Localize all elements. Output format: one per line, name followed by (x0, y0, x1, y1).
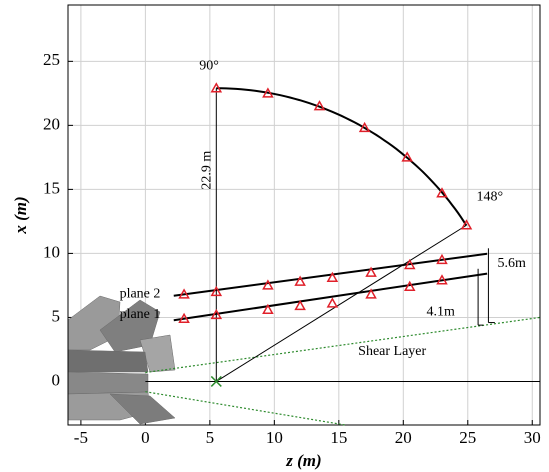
microphone-marker (403, 280, 416, 291)
x-tick-label: 30 (524, 428, 541, 447)
plane-line (173, 272, 488, 322)
x-tick-label: 5 (206, 428, 215, 447)
microphone-marker (294, 299, 306, 311)
microphone-marker (403, 258, 416, 270)
microphone-marker (326, 271, 339, 282)
microphone-marker (210, 82, 223, 93)
microphone-marker (178, 312, 190, 323)
microphone-marker (365, 288, 377, 299)
radius-line (216, 224, 467, 382)
y-tick-label: 25 (43, 50, 60, 69)
annotation: 4.1m (427, 305, 456, 320)
microphone-marker (326, 297, 339, 308)
x-tick-label: 20 (395, 428, 412, 447)
microphone-marker (436, 253, 448, 265)
microphone-marker (178, 288, 190, 299)
x-tick-label: -5 (74, 428, 88, 447)
microphone-marker (365, 266, 377, 277)
microphone-marker (313, 100, 326, 111)
x-tick-label: 10 (266, 428, 283, 447)
microphone-marker (436, 187, 448, 198)
plot-frame (67, 4, 541, 426)
microphone-marker (262, 279, 274, 290)
plane-line (173, 252, 488, 297)
x-tick-label: 25 (459, 428, 476, 447)
microphone-marker (436, 274, 448, 285)
microphone-marker (460, 219, 473, 230)
microphone-marker (210, 308, 223, 320)
y-tick-label: 20 (43, 114, 60, 133)
shear-layer (145, 316, 541, 374)
series-label: plane 2 (120, 287, 161, 302)
annotation: 5.6m (497, 256, 526, 271)
shear-layer (145, 391, 346, 426)
annotation: Shear Layer (358, 344, 426, 359)
source-marker (210, 375, 222, 387)
annotation: 90° (199, 58, 219, 73)
microphone-marker (262, 303, 274, 315)
x-tick-label: 0 (141, 428, 150, 447)
microphone-marker (210, 285, 223, 297)
microphone-marker (401, 151, 413, 162)
y-tick-label: 10 (43, 242, 60, 261)
y-tick-label: 0 (52, 370, 61, 389)
annotation: 148° (476, 189, 503, 204)
x-tick-label: 15 (330, 428, 347, 447)
microphone-marker (262, 87, 274, 98)
y-axis-label: x (m) (11, 196, 30, 234)
microphone-marker (358, 121, 371, 133)
annotation: 22.9 m (200, 151, 215, 190)
y-tick-label: 15 (43, 178, 60, 197)
series-label: plane 1 (120, 307, 161, 322)
arc-curve (216, 87, 468, 226)
microphone-marker (294, 275, 306, 286)
y-tick-label: 5 (52, 306, 61, 325)
x-axis-label: z (m) (285, 451, 321, 470)
